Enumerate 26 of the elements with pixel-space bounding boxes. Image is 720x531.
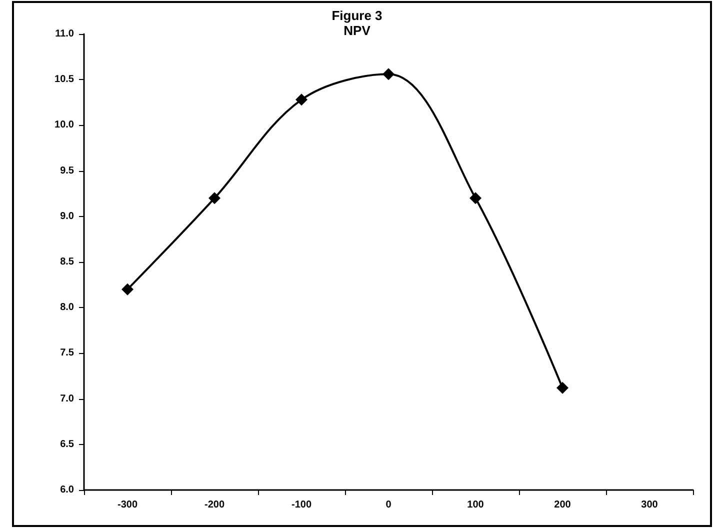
- y-tick-label: 10.5: [54, 74, 74, 86]
- point: [382, 68, 394, 80]
- x-tick-label: -100: [291, 500, 312, 510]
- x-tick-label: 0: [386, 500, 392, 510]
- y-tick-label: 8.5: [60, 256, 74, 268]
- y-tick-label: 6.0: [60, 484, 74, 496]
- y-tick-label: 6.5: [60, 438, 74, 450]
- x-tick-label: -300: [117, 500, 138, 510]
- x-tick-label: 200: [554, 500, 572, 510]
- x-tick-label: 100: [467, 500, 484, 510]
- y-tick-label: 7.5: [60, 348, 74, 359]
- point: [122, 283, 134, 296]
- chart-subtitle: NPV: [344, 23, 371, 38]
- x-tick-label: -200: [204, 500, 225, 510]
- y-tick-label: 11.0: [55, 28, 74, 40]
- point: [556, 382, 568, 394]
- point: [470, 192, 482, 204]
- chart-title: Figure 3: [332, 8, 382, 23]
- point: [208, 192, 220, 204]
- y-tick-label: 9.5: [60, 165, 74, 176]
- y-tick-label: 8.0: [60, 302, 74, 314]
- y-tick-label: 9.0: [60, 210, 74, 222]
- y-tick-label: 10.0: [54, 120, 74, 131]
- point: [296, 94, 308, 106]
- y-tick-label: 7.0: [60, 393, 74, 404]
- x-tick-label: 300: [641, 500, 658, 510]
